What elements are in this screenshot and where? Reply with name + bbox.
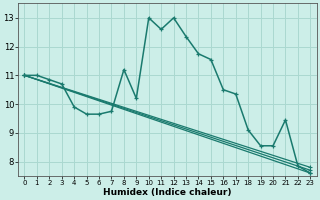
X-axis label: Humidex (Indice chaleur): Humidex (Indice chaleur) (103, 188, 232, 197)
